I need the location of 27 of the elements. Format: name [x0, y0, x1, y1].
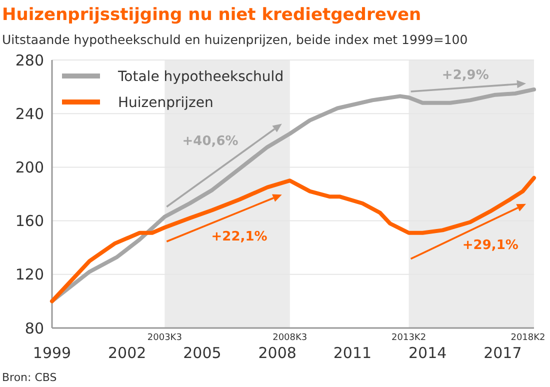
y-tick-label: 160: [15, 212, 44, 230]
x-tick-label: 2002: [108, 344, 146, 362]
x-tick-label: 2017: [484, 344, 522, 362]
y-tick-label: 200: [15, 158, 44, 176]
text: Bron: CBS: [2, 371, 57, 384]
x-tick-label: 2008: [258, 344, 296, 362]
text: 2008K3: [272, 333, 308, 343]
legend-label: Totale hypotheekschuld: [117, 68, 284, 85]
y-tick-label: 280: [15, 51, 44, 70]
annotation: +40,6%: [182, 134, 238, 149]
x-tick-label: 2014: [408, 344, 447, 362]
y-tick-label: 240: [15, 104, 44, 123]
y-tick-label: 80: [24, 319, 44, 338]
annotation: +2,9%: [442, 68, 489, 84]
text: 2003K3: [147, 333, 182, 343]
y-tick-label: 120: [15, 266, 44, 284]
text: 2013K2: [392, 333, 426, 343]
line-series: [50, 176, 536, 304]
x-tick-label: 1999: [32, 344, 72, 362]
x-tick-label: 2005: [183, 344, 222, 362]
x-tick-label: 2011: [333, 344, 372, 362]
chart-title: Huizenprijsstijging nu niet kredietgedreven: [2, 5, 422, 25]
annotation: +29,1%: [462, 238, 518, 253]
text: 2018K2: [510, 333, 546, 343]
legend-label: Huizenprijzen: [118, 94, 214, 111]
chart-subtitle: Uitstaande hypotheekschuld en huizenprijzen, beide index met 1999=100: [2, 32, 468, 47]
annotation: +22,1%: [211, 230, 268, 245]
